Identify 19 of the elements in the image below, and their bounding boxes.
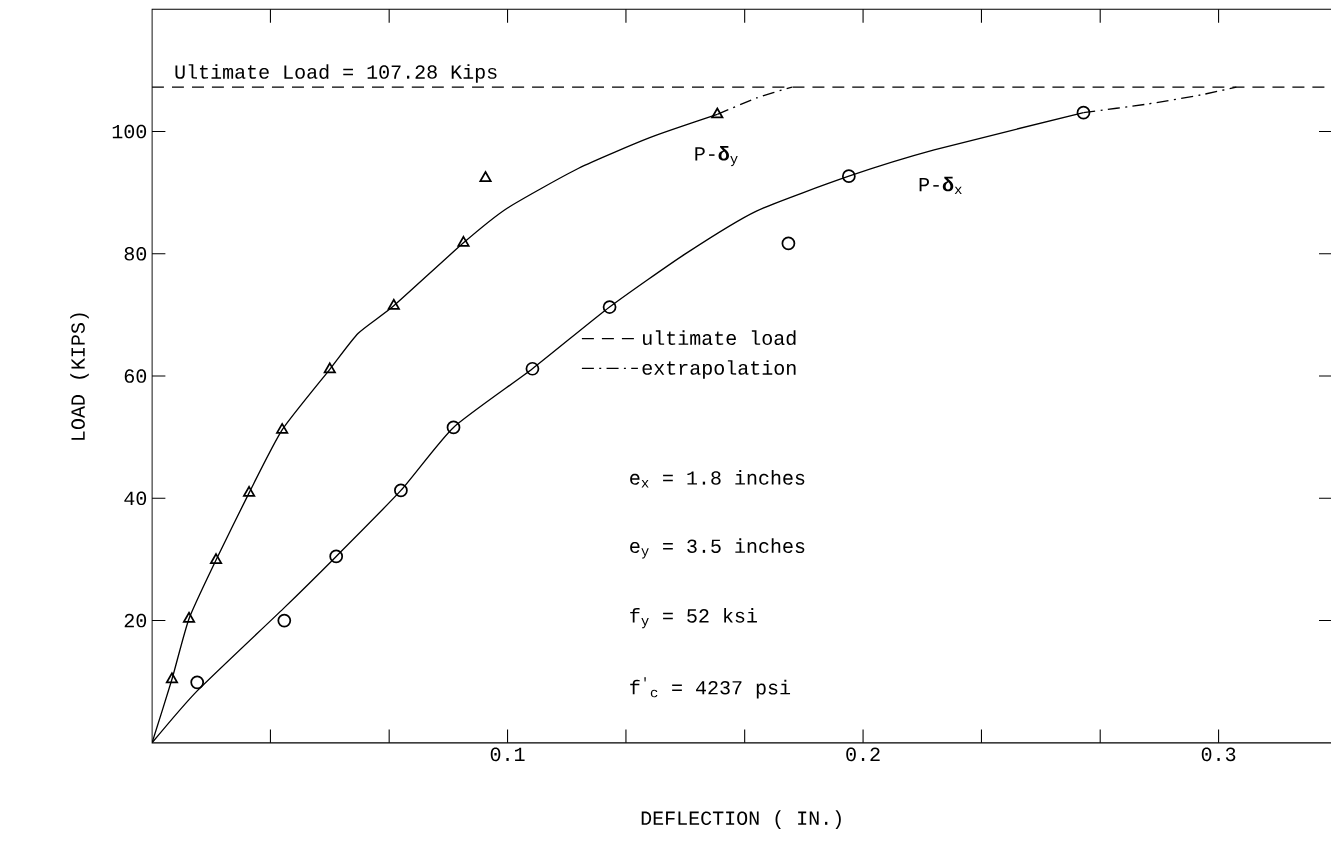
y-tick-label: 40 bbox=[124, 491, 147, 506]
y-tick-label: 60 bbox=[124, 369, 147, 383]
legend-label: ultimate load bbox=[643, 330, 796, 346]
y-tick-label: 100 bbox=[112, 124, 147, 139]
x-axis-title: DEFLECTION ( IN.) bbox=[641, 810, 841, 829]
annotation: e$_{y}$ = 3.5 inches bbox=[630, 538, 805, 559]
annotation: f$_{y}$ = 52 ksi bbox=[630, 608, 757, 629]
x-tick-label: 0.1 bbox=[490, 747, 525, 762]
y-tick-label: 80 bbox=[124, 247, 147, 261]
y-tick-label: 20 bbox=[124, 613, 147, 628]
annotation: P-δ$_{y}$ bbox=[695, 145, 738, 167]
annotation: f$^{'}$$_{c}$ = 4237 psi bbox=[630, 677, 791, 699]
legend-label: extrapolation bbox=[642, 360, 796, 379]
annotation: P-δ$_{x}$ bbox=[919, 176, 962, 195]
annotation: e$_{x}$ = 1.8 inches bbox=[630, 470, 805, 488]
x-tick-label: 0.2 bbox=[846, 747, 880, 762]
x-tick-label: 0.3 bbox=[1201, 747, 1236, 762]
y-axis-title: LOAD (KIPS) bbox=[70, 313, 89, 440]
annotation: Ultimate Load = 107.28 Kips bbox=[175, 64, 497, 83]
